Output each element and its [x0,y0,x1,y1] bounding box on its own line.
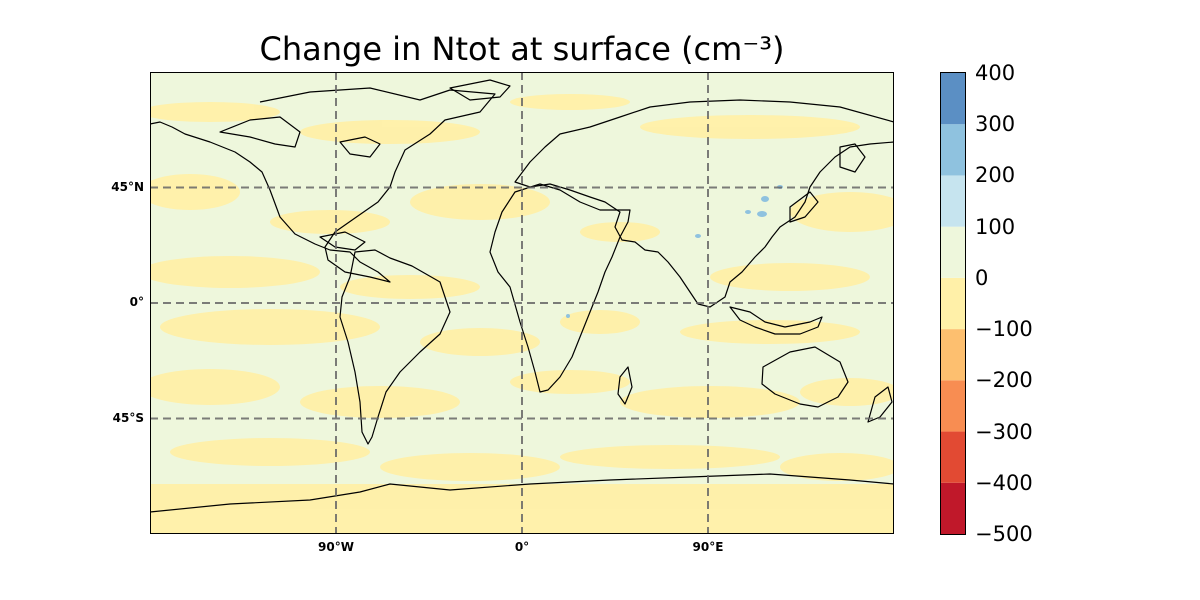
lon-tick-90w: 90°W [318,540,354,554]
gridlines [150,72,894,534]
lat-tick-45s: 45°S [112,411,144,425]
coastlines [150,79,894,513]
colorbar-band [941,73,965,125]
colorbar-tick-label: 100 [975,214,1016,239]
colorbar-band [941,431,965,483]
colorbar [940,72,966,535]
colorbar-band [941,226,965,278]
colorbar-band [941,124,965,176]
colorbar-band [941,329,965,381]
colorbar-band [941,175,965,227]
lon-tick-90e: 90°E [692,540,724,554]
colorbar-tick-label: 400 [975,61,1016,85]
colorbar-tick-label: 0 [975,265,989,290]
lon-tick-0: 0° [514,540,530,554]
map-title: Change in Ntot at surface (cm⁻³) [259,30,785,68]
colorbar-tick-label: −300 [975,419,1033,444]
colorbar-frame [940,72,966,535]
colorbar-band [941,482,965,534]
colorbar-tick-label: 200 [975,163,1016,188]
lat-tick-45n: 45°N [111,180,144,194]
lat-tick-0: 0° [129,295,144,309]
colorbar-tick-label: 300 [975,112,1016,137]
colorbar-tick-label: −200 [975,368,1033,393]
colorbar-tick-label: −500 [975,522,1033,546]
colorbar-tick-label: −400 [975,470,1033,495]
colorbar-band [941,380,965,432]
colorbar-tick-label: −100 [975,317,1033,342]
colorbar-band [941,277,965,330]
world-map [150,72,894,534]
